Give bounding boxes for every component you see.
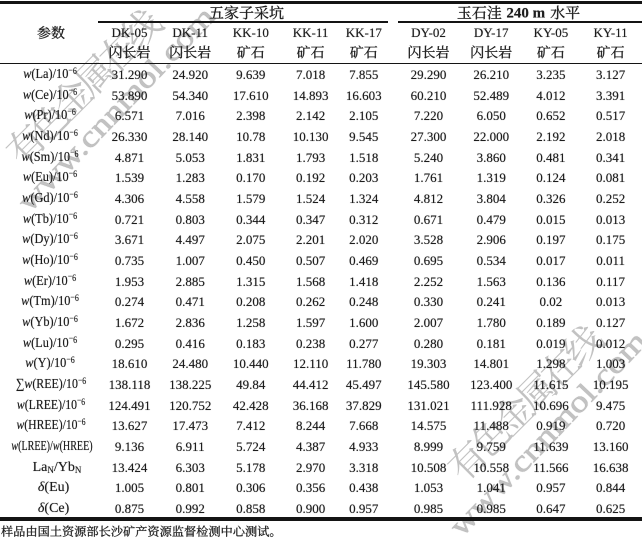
svg-text:240 m: 240 m: [506, 6, 545, 22]
